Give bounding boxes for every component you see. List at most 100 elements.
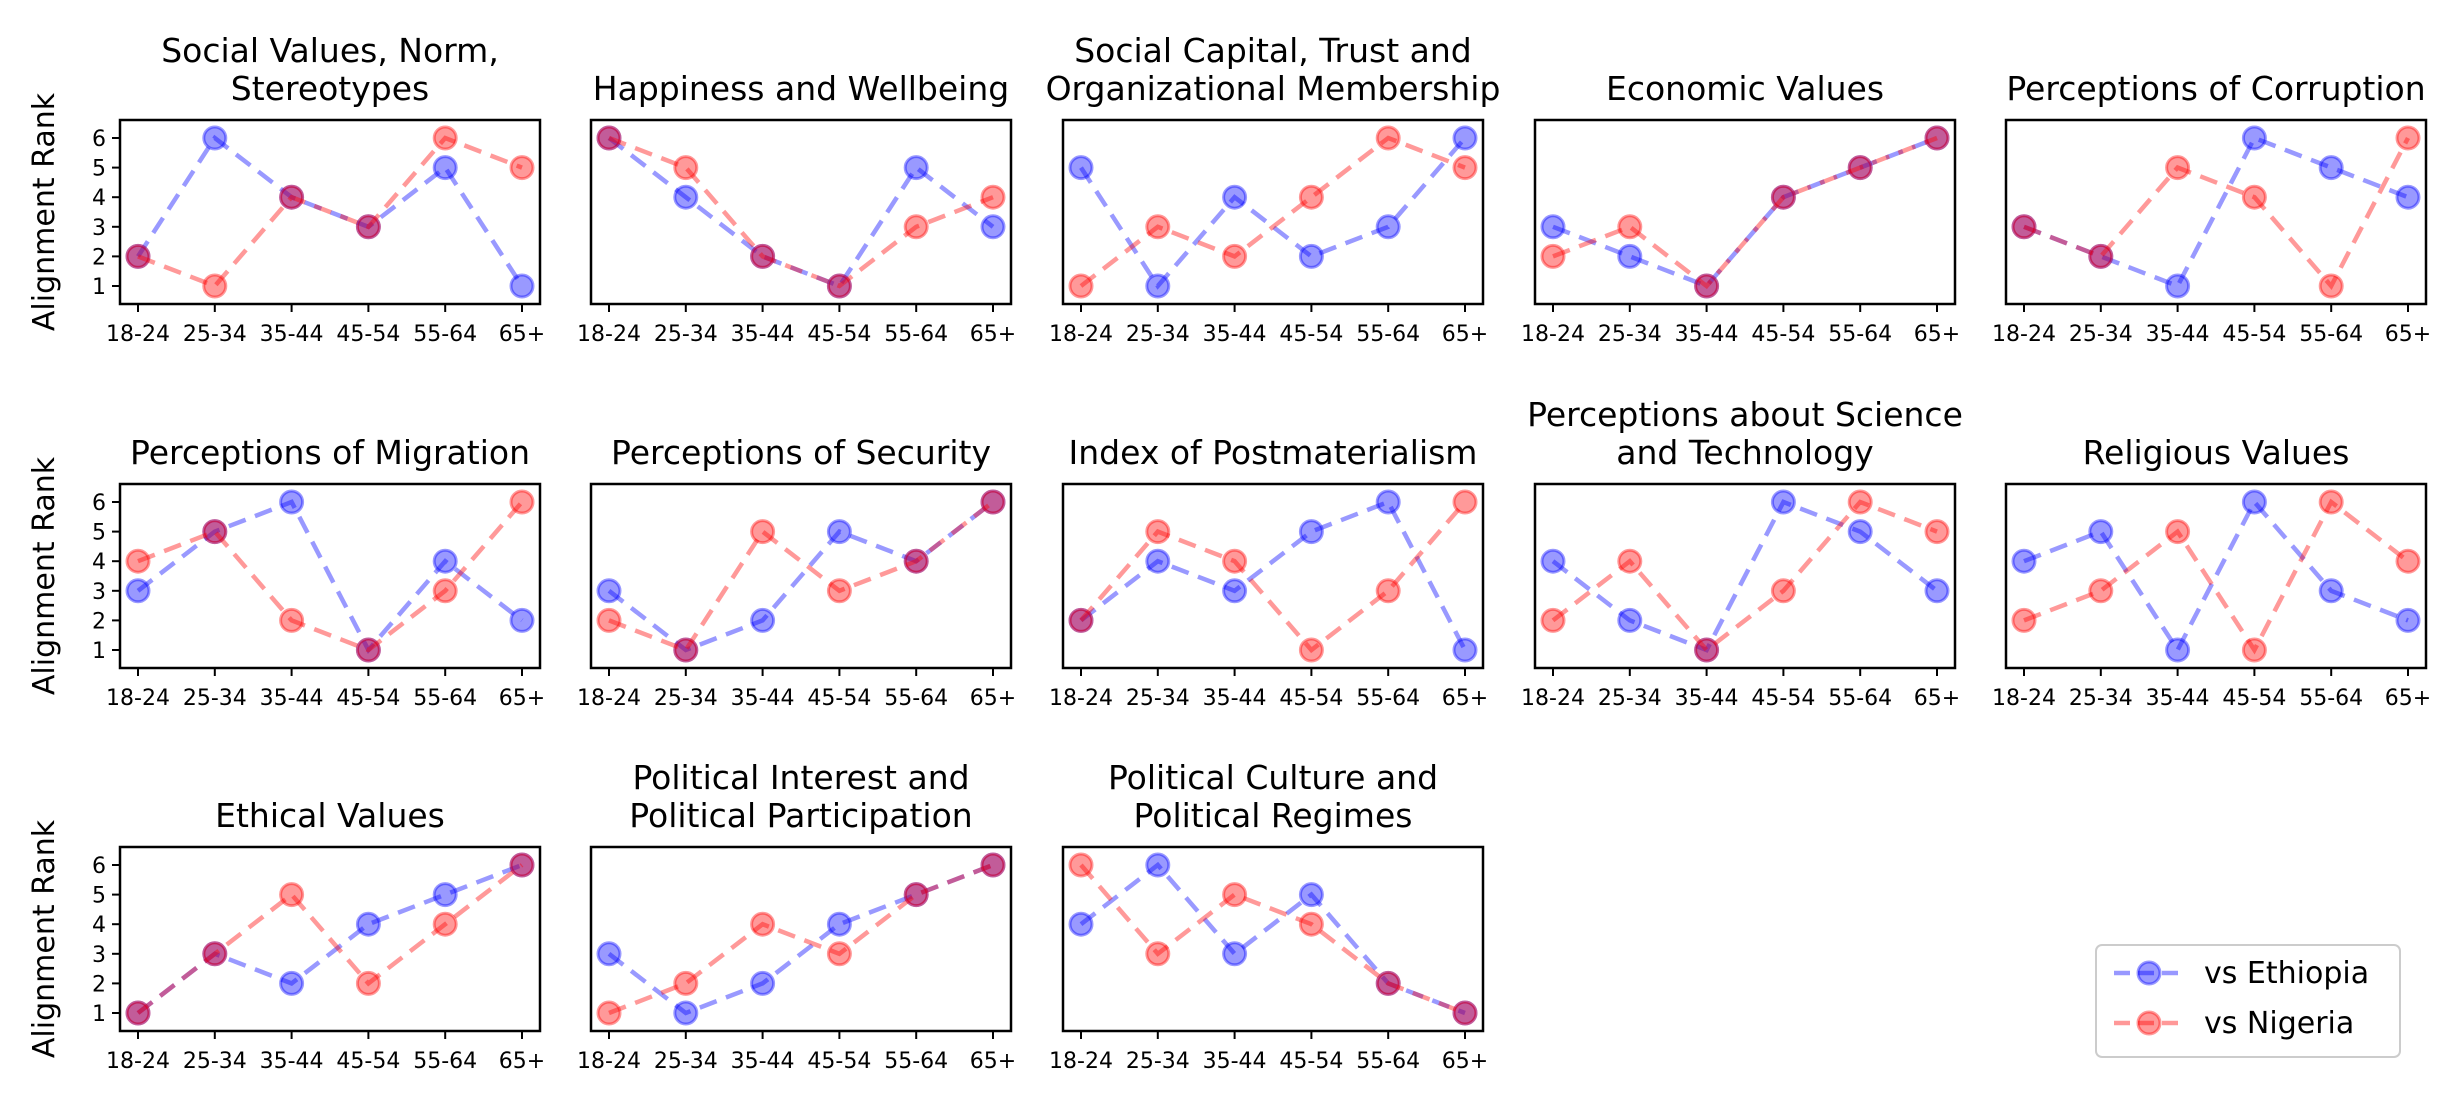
- data-point-nigeria: [1770, 184, 1796, 210]
- data-point-ethiopia: [1770, 184, 1796, 210]
- x-tick-label: 25-34: [1126, 322, 1190, 347]
- data-point-nigeria: [2395, 548, 2421, 574]
- x-tick-label: 18-24: [1049, 322, 1113, 347]
- x-tick-label: 65+: [2385, 322, 2431, 347]
- data-point-nigeria: [1452, 155, 1478, 181]
- panel-title: Economic Values: [1606, 69, 1884, 108]
- x-tick-label: 25-34: [2069, 322, 2133, 347]
- legend-marker: [2136, 1010, 2162, 1036]
- data-point-nigeria: [826, 578, 852, 604]
- panel-2: Happiness and Wellbeing 18-24 25-34 35-44 45…: [577, 69, 1016, 347]
- data-point-nigeria: [1145, 941, 1171, 967]
- x-tick-label: 35-44: [1675, 322, 1739, 347]
- data-point-ethiopia: [1452, 637, 1478, 663]
- x-tick-label: 45-54: [807, 322, 871, 347]
- x-tick-label: 55-64: [413, 1049, 477, 1074]
- data-point-ethiopia: [509, 607, 535, 633]
- data-point-ethiopia: [279, 184, 305, 210]
- data-point-nigeria: [2088, 578, 2114, 604]
- data-point-ethiopia: [1770, 489, 1796, 515]
- y-axis-label: Alignment Rank: [27, 456, 62, 695]
- series-line-nigeria: [608, 135, 994, 289]
- y-tick-label: 1: [92, 1002, 106, 1027]
- data-point-ethiopia: [125, 1000, 151, 1026]
- y-tick-label: 6: [92, 127, 106, 152]
- data-point-nigeria: [596, 1000, 622, 1026]
- x-tick-label: 35-44: [260, 322, 324, 347]
- data-point-nigeria: [432, 911, 458, 937]
- x-tick-label: 35-44: [2146, 686, 2210, 711]
- x-tick-label: 18-24: [106, 1049, 170, 1074]
- data-point-ethiopia: [1222, 941, 1248, 967]
- y-tick-label: 2: [92, 245, 106, 270]
- y-tick-label: 2: [92, 972, 106, 997]
- data-point-ethiopia: [1452, 1000, 1478, 1026]
- data-point-nigeria: [432, 125, 458, 151]
- x-tick-label: 35-44: [731, 1049, 795, 1074]
- panel-5: Perceptions of Corruption 18-24 25-34 35-44…: [1992, 69, 2431, 347]
- data-point-ethiopia: [2165, 637, 2191, 663]
- y-tick-label: 1: [92, 639, 106, 664]
- data-point-ethiopia: [826, 911, 852, 937]
- x-tick-label: 55-64: [884, 686, 948, 711]
- x-tick-label: 45-54: [1751, 686, 1815, 711]
- panel-title: Perceptions of Corruption: [2006, 69, 2425, 108]
- x-tick-label: 45-54: [1751, 322, 1815, 347]
- axes-frame: [2004, 118, 2428, 306]
- data-point-ethiopia: [750, 607, 776, 633]
- x-tick-label: 65+: [970, 322, 1016, 347]
- series-line-nigeria: [1079, 500, 1467, 654]
- data-point-nigeria: [1375, 125, 1401, 151]
- x-tick-label: 55-64: [1828, 322, 1892, 347]
- data-point-ethiopia: [1145, 852, 1171, 878]
- x-tick-label: 25-34: [1126, 686, 1190, 711]
- data-point-ethiopia: [826, 273, 852, 299]
- data-point-nigeria: [279, 882, 305, 908]
- data-point-nigeria: [826, 273, 852, 299]
- axes-frame: [118, 845, 542, 1033]
- panel-title: Perceptions of Migration: [130, 433, 530, 472]
- data-point-ethiopia: [1847, 155, 1873, 181]
- data-point-nigeria: [432, 578, 458, 604]
- data-point-ethiopia: [279, 970, 305, 996]
- x-tick-label: 35-44: [260, 686, 324, 711]
- x-tick-label: 45-54: [1279, 1049, 1343, 1074]
- data-point-ethiopia: [1540, 214, 1566, 240]
- data-point-ethiopia: [980, 214, 1006, 240]
- x-tick-label: 25-34: [2069, 686, 2133, 711]
- y-tick-label: 6: [92, 854, 106, 879]
- data-point-nigeria: [1068, 607, 1094, 633]
- data-point-nigeria: [125, 548, 151, 574]
- data-point-ethiopia: [2165, 273, 2191, 299]
- panel-title: Organizational Membership: [1046, 69, 1501, 108]
- data-point-ethiopia: [355, 911, 381, 937]
- data-point-ethiopia: [750, 243, 776, 269]
- data-point-ethiopia: [980, 489, 1006, 515]
- data-point-nigeria: [1540, 243, 1566, 269]
- panel-title: Political Interest and: [632, 758, 969, 797]
- x-tick-label: 45-54: [1279, 322, 1343, 347]
- data-point-nigeria: [1540, 607, 1566, 633]
- x-tick-label: 45-54: [2222, 322, 2286, 347]
- data-point-nigeria: [1847, 155, 1873, 181]
- data-point-ethiopia: [1694, 273, 1720, 299]
- data-point-nigeria: [509, 155, 535, 181]
- y-axis-label: Alignment Rank: [27, 819, 62, 1058]
- x-tick-label: 25-34: [654, 1049, 718, 1074]
- data-point-nigeria: [750, 911, 776, 937]
- data-point-ethiopia: [2318, 155, 2344, 181]
- y-tick-label: 6: [92, 491, 106, 516]
- data-point-ethiopia: [432, 155, 458, 181]
- x-tick-label: 45-54: [336, 1049, 400, 1074]
- panel-8: Index of Postmaterialism 18-24 25-34 35-44 4…: [1049, 433, 1488, 711]
- axes-frame: [1061, 845, 1485, 1033]
- legend-label: vs Nigeria: [2204, 1006, 2354, 1041]
- x-tick-label: 55-64: [413, 686, 477, 711]
- y-tick-label: 3: [92, 216, 106, 241]
- data-point-nigeria: [1924, 125, 1950, 151]
- x-tick-label: 25-34: [654, 322, 718, 347]
- series-line-nigeria: [137, 135, 523, 289]
- data-point-nigeria: [826, 941, 852, 967]
